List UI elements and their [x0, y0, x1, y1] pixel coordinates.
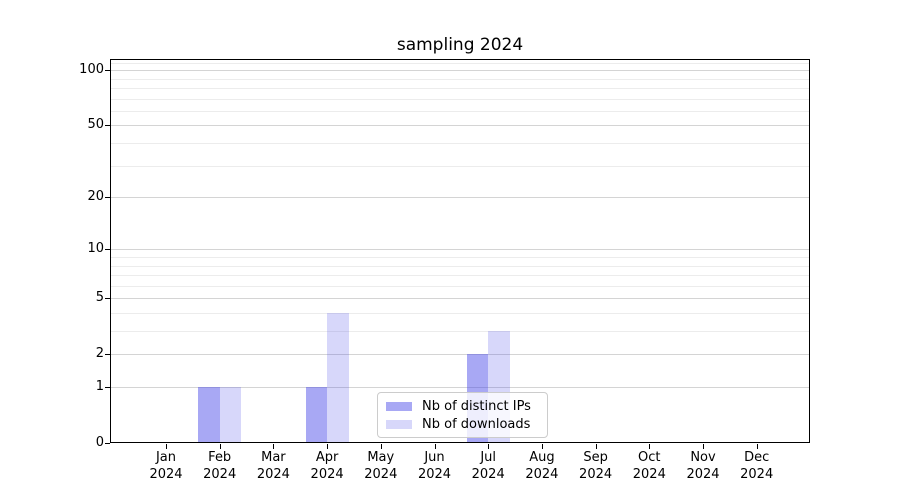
x-tick-label-Oct: Oct 2024 — [632, 450, 666, 482]
x-tick-Nov — [703, 444, 704, 449]
x-tick-Feb — [219, 444, 221, 449]
bar-downloads-Apr — [327, 313, 349, 443]
x-tick-label-Jul: Jul 2024 — [471, 450, 505, 482]
legend-label-downloads: Nb of downloads — [422, 416, 531, 432]
gridline-minor-6 — [111, 285, 809, 287]
legend-item-distinct-ips: Nb of distinct IPs — [386, 399, 539, 414]
legend-swatch-distinct-ips — [386, 401, 412, 411]
gridline-major-20 — [111, 197, 809, 198]
gridline-minor-4 — [111, 313, 809, 314]
x-tick-Dec — [756, 444, 758, 449]
y-tick-label-1: 1 — [95, 379, 104, 394]
gridline-minor-9 — [111, 257, 809, 258]
y-tick-5 — [105, 298, 110, 300]
y-tick-label-20: 20 — [87, 189, 104, 204]
gridline-minor-110 — [111, 62, 809, 64]
x-tick-label-Feb: Feb 2024 — [203, 450, 237, 482]
bar-distinct-ips-Apr — [305, 387, 328, 443]
y-tick-1 — [105, 387, 110, 388]
gridline-major-10 — [111, 249, 809, 251]
y-tick-label-10: 10 — [87, 241, 104, 257]
gridline-minor-60 — [111, 110, 809, 112]
y-tick-2 — [105, 354, 110, 356]
gridline-minor-3 — [111, 331, 809, 332]
gridline-minor-7 — [111, 275, 809, 276]
y-tick-10 — [105, 249, 110, 251]
plot-border — [110, 59, 810, 443]
y-tick-label-50: 50 — [87, 117, 104, 133]
y-tick-100 — [105, 70, 110, 72]
gridline-minor-70 — [111, 98, 809, 100]
x-tick-Jun — [434, 444, 436, 449]
x-tick-Apr — [327, 444, 329, 449]
x-tick-label-Apr: Apr 2024 — [310, 450, 344, 482]
y-tick-label-5: 5 — [95, 290, 104, 306]
y-tick-label-100: 100 — [79, 62, 104, 78]
x-tick-Mar — [273, 444, 275, 449]
bar-distinct-ips-Feb — [198, 387, 220, 443]
gridline-major-50 — [111, 125, 809, 127]
x-tick-Jan — [166, 444, 167, 449]
bar-downloads-Feb — [219, 387, 242, 443]
x-tick-label-Mar: Mar 2024 — [256, 450, 290, 482]
x-tick-label-Jun: Jun 2024 — [417, 450, 452, 482]
legend-label-distinct-ips: Nb of distinct IPs — [422, 398, 531, 414]
legend-swatch-downloads — [386, 419, 412, 429]
x-tick-Oct — [649, 444, 651, 449]
gridline-major-100 — [111, 70, 809, 72]
x-tick-label-Sep: Sep 2024 — [579, 450, 613, 482]
gridline-major-1 — [111, 387, 809, 388]
y-tick-label-0: 0 — [95, 435, 104, 450]
x-tick-label-Dec: Dec 2024 — [740, 450, 774, 482]
x-tick-Jul — [488, 444, 490, 449]
gridline-major-2 — [111, 354, 809, 356]
gridline-minor-40 — [111, 142, 809, 144]
gridline-minor-30 — [111, 165, 809, 167]
x-tick-May — [380, 444, 382, 449]
gridline-minor-8 — [111, 265, 809, 267]
x-tick-Sep — [595, 444, 597, 449]
gridline-minor-90 — [111, 78, 809, 80]
gridline-minor-80 — [111, 87, 809, 89]
y-tick-0 — [105, 443, 110, 444]
legend: Nb of distinct IPs Nb of downloads — [377, 392, 548, 438]
x-tick-label-May: May 2024 — [364, 450, 398, 482]
y-tick-20 — [105, 197, 110, 198]
x-tick-label-Nov: Nov 2024 — [686, 450, 720, 482]
x-tick-label-Aug: Aug 2024 — [525, 450, 559, 482]
gridline-major-5 — [111, 298, 809, 300]
x-tick-Aug — [541, 444, 543, 449]
x-tick-label-Jan: Jan 2024 — [149, 450, 183, 482]
y-tick-label-2: 2 — [95, 346, 104, 362]
chart-title: sampling 2024 — [396, 35, 524, 55]
legend-item-downloads: Nb of downloads — [386, 417, 539, 432]
y-tick-50 — [105, 125, 110, 127]
